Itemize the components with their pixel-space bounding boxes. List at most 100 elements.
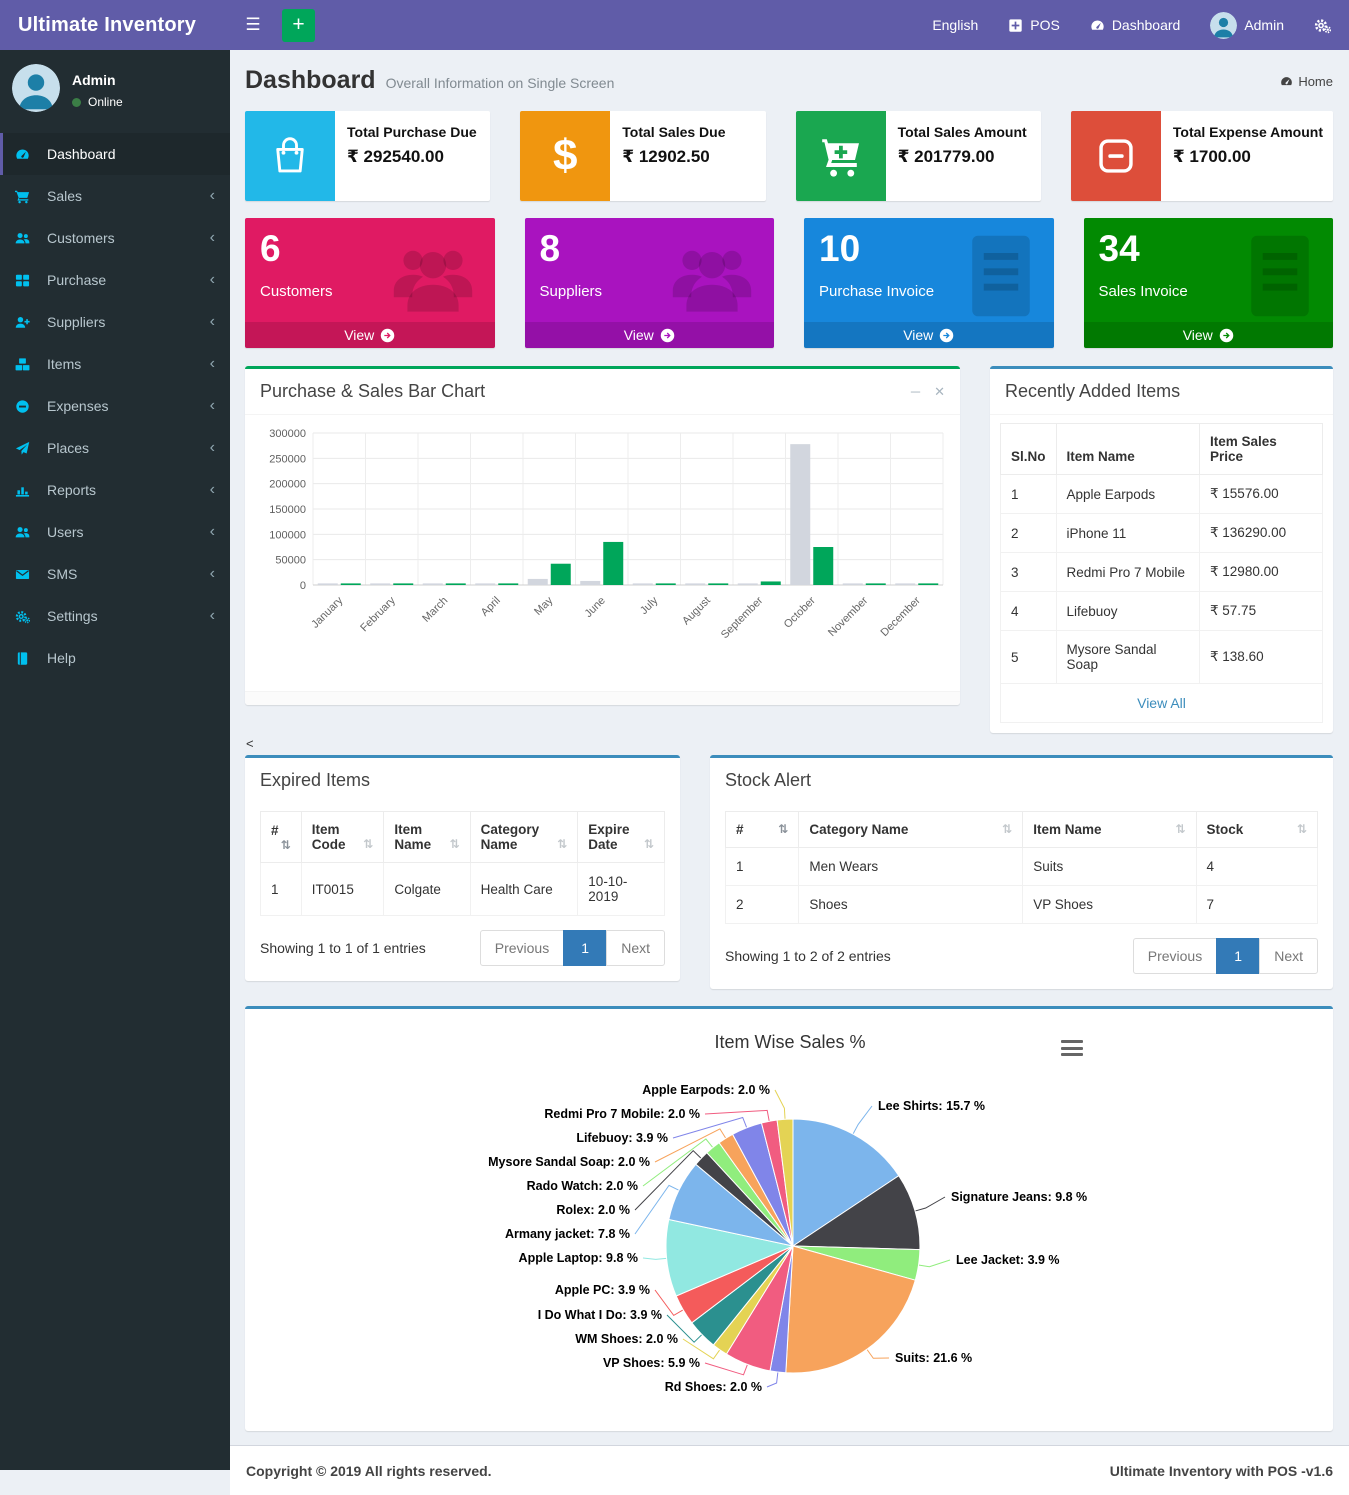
- sidebar-item-purchase[interactable]: Purchase ‹: [0, 259, 230, 301]
- collapse-icon[interactable]: ─: [910, 383, 921, 399]
- grid-icon: [15, 274, 30, 286]
- sidebar-item-settings[interactable]: Settings ‹: [0, 595, 230, 637]
- table-row: 3 Redmi Pro 7 Mobile ₹ 12980.00: [1000, 552, 1324, 592]
- brand[interactable]: Ultimate Inventory: [0, 0, 230, 50]
- page-number-button[interactable]: 1: [1216, 938, 1261, 974]
- column-header[interactable]: Item Name ⇅: [1022, 811, 1197, 848]
- table-row: 1 Men Wears Suits 4: [724, 847, 1319, 886]
- pie-label: Rolex: 2.0 %: [556, 1203, 630, 1217]
- navbar-right: English POS Dashboard Admin: [932, 11, 1349, 39]
- sidebar-item-sales[interactable]: Sales ‹: [0, 175, 230, 217]
- view-link[interactable]: View: [804, 322, 1054, 348]
- next-page-button[interactable]: Next: [606, 930, 665, 966]
- pie-label: Signature Jeans: 9.8 %: [951, 1190, 1087, 1204]
- sort-icon: ⇅: [778, 822, 789, 836]
- sidebar-toggle-icon[interactable]: ☰: [245, 15, 261, 34]
- pie-slice-apple-earpods[interactable]: [776, 1118, 794, 1247]
- column-header[interactable]: Category Name ⇅: [798, 811, 1024, 848]
- sidebar-item-expenses[interactable]: Expenses ‹: [0, 385, 230, 427]
- chevron-left-icon: ‹: [209, 481, 215, 498]
- nav-link-admin[interactable]: Admin: [1210, 11, 1284, 39]
- view-all-link[interactable]: View All: [1137, 695, 1186, 711]
- small-box-customers: 6 Customers View: [245, 218, 495, 348]
- table-cell: Suits: [1022, 847, 1197, 886]
- column-header[interactable]: Item Name ⇅: [383, 811, 471, 863]
- column-header[interactable]: Stock ⇅: [1195, 811, 1319, 848]
- table-cell: Shoes: [798, 885, 1024, 924]
- bar-sales-november: [865, 583, 886, 585]
- sidebar-item-dashboard[interactable]: Dashboard: [0, 133, 230, 175]
- quick-add-button[interactable]: +: [282, 8, 315, 42]
- pie-slice-lee-shirts[interactable]: [792, 1118, 900, 1247]
- sidebar-menu: Dashboard Sales ‹ Customers ‹ Purchase ‹ Suppli…: [0, 133, 230, 679]
- column-header[interactable]: Category Name ⇅: [469, 811, 579, 863]
- pie-label: Redmi Pro 7 Mobile: 2.0 %: [544, 1107, 700, 1121]
- previous-page-button[interactable]: Previous: [479, 930, 565, 966]
- pie-slice-signature-jeans[interactable]: [791, 1175, 921, 1251]
- file-text-icon: [1251, 235, 1309, 317]
- table-cell: Men Wears: [798, 847, 1024, 886]
- nav-link-pos[interactable]: POS: [1008, 17, 1060, 33]
- users-group-icon: [672, 250, 752, 312]
- chevron-left-icon: ‹: [209, 355, 215, 372]
- svg-text:150000: 150000: [269, 504, 306, 516]
- view-link[interactable]: View: [245, 322, 495, 348]
- small-box-count: 34: [1098, 228, 1140, 269]
- sidebar-item-suppliers[interactable]: Suppliers ‹: [0, 301, 230, 343]
- sidebar-item-users[interactable]: Users ‹: [0, 511, 230, 553]
- bar-sales-august: [708, 583, 729, 585]
- table-header-row: # ⇅ Item Code ⇅ Item Name ⇅ Category Name ⇅ Expi…: [260, 811, 665, 863]
- table-cell: Colgate: [383, 862, 471, 916]
- sidebar-item-customers[interactable]: Customers ‹: [0, 217, 230, 259]
- table-row: 1 IT0015 Colgate Health Care 10-10-2019: [260, 862, 665, 916]
- gears-icon: [1314, 18, 1331, 33]
- table-header-row: # ⇅ Category Name ⇅ Item Name ⇅ Stock ⇅: [724, 811, 1319, 848]
- sidebar-item-help[interactable]: Help: [0, 637, 230, 679]
- bar-purchase-march: [422, 583, 443, 585]
- bar-sales-march: [445, 583, 466, 585]
- table-row: 4 Lifebuoy ₹ 57.75: [1000, 591, 1324, 631]
- pie-label: WM Shoes: 2.0 %: [575, 1332, 678, 1346]
- column-header[interactable]: # ⇅: [260, 811, 302, 863]
- tables-row: Expired Items # ⇅ Item Code ⇅ Item Name ⇅ Cate…: [245, 755, 1333, 989]
- settings-gears-icon[interactable]: [1314, 17, 1331, 34]
- column-header[interactable]: # ⇅: [724, 811, 800, 848]
- column-header[interactable]: Item Code ⇅: [300, 811, 385, 863]
- bar-sales-july: [655, 583, 676, 585]
- view-link[interactable]: View: [524, 322, 774, 348]
- info-box-value: ₹ 1700.00: [1172, 147, 1251, 166]
- svg-text:November: November: [826, 594, 871, 639]
- sidebar-item-sms[interactable]: SMS ‹: [0, 553, 230, 595]
- page-number-button[interactable]: 1: [563, 930, 608, 966]
- bar-sales-october: [813, 547, 834, 585]
- sidebar-item-places[interactable]: Places ‹: [0, 427, 230, 469]
- breadcrumb[interactable]: Home: [1280, 74, 1333, 89]
- column-header[interactable]: Expire Date ⇅: [577, 811, 665, 863]
- chevron-left-icon: ‹: [209, 523, 215, 540]
- sidebar-item-reports[interactable]: Reports ‹: [0, 469, 230, 511]
- previous-page-button[interactable]: Previous: [1132, 938, 1218, 974]
- sort-icon: ⇅: [280, 838, 291, 852]
- chart-context-menu-icon[interactable]: [1061, 1040, 1083, 1056]
- brand-text: Ultimate Inventory: [18, 14, 197, 36]
- users-group-icon: [393, 250, 472, 312]
- next-page-button[interactable]: Next: [1259, 938, 1318, 974]
- book-icon: [17, 651, 28, 665]
- bar-chart-panel: Purchase & Sales Bar Chart ─ ✕ 0 50000 1000…: [245, 366, 960, 705]
- bar-purchase-december: [895, 583, 916, 585]
- sidebar-item-items[interactable]: Items ‹: [0, 343, 230, 385]
- table-cell: Redmi Pro 7 Mobile: [1055, 552, 1200, 592]
- content-header: Dashboard Overall Information on Single …: [245, 62, 1333, 111]
- pie-slice-apple-laptop[interactable]: [665, 1218, 795, 1297]
- small-box-row: 6 Customers View 8 Suppliers View 10 Purchase I…: [245, 218, 1333, 348]
- table-row: 2 Shoes VP Shoes 7: [724, 885, 1319, 924]
- nav-link-dashboard[interactable]: Dashboard: [1090, 17, 1180, 33]
- nav-link-english[interactable]: English: [932, 17, 979, 33]
- bar-purchase-may: [527, 578, 548, 585]
- view-link[interactable]: View: [1083, 322, 1333, 348]
- sort-icon: ⇅: [449, 837, 460, 851]
- pie-slice-suits[interactable]: [785, 1245, 916, 1374]
- pie-chart-panel: Item Wise Sales % Lee Shirts: 15.7 % Sign…: [245, 1006, 1333, 1431]
- small-box-label: Customers: [260, 282, 333, 300]
- close-icon[interactable]: ✕: [934, 383, 945, 399]
